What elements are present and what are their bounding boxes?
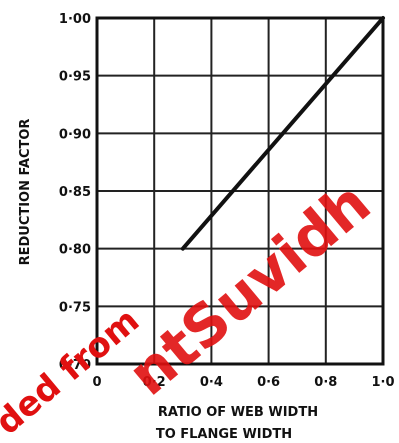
x-axis-label-line-2: TO FLANGE WIDTH [156, 427, 292, 442]
y-axis-label: REDUCTION FACTOR [18, 119, 33, 266]
x-tick-label-2: 0·4 [200, 375, 223, 390]
y-tick-label-3: 0·85 [59, 185, 91, 200]
y-tick-label-1: 0·75 [59, 300, 91, 315]
y-tick-label-6: 1·00 [59, 12, 91, 27]
x-tick-label-0: 0 [92, 375, 101, 390]
x-tick-label-5: 1·0 [371, 375, 394, 390]
y-tick-labels: 0·700·750·800·850·900·951·00 [59, 12, 91, 373]
x-tick-label-4: 0·8 [314, 375, 337, 390]
y-tick-label-4: 0·90 [59, 127, 91, 142]
x-axis-label-line-1: RATIO OF WEB WIDTH [158, 405, 318, 420]
watermark-text-right: ntSuvidh [115, 169, 383, 409]
watermark-text-left: ded from [0, 300, 147, 442]
x-tick-label-3: 0·6 [257, 375, 280, 390]
y-tick-label-5: 0·95 [59, 70, 91, 85]
y-tick-label-2: 0·80 [59, 243, 91, 258]
